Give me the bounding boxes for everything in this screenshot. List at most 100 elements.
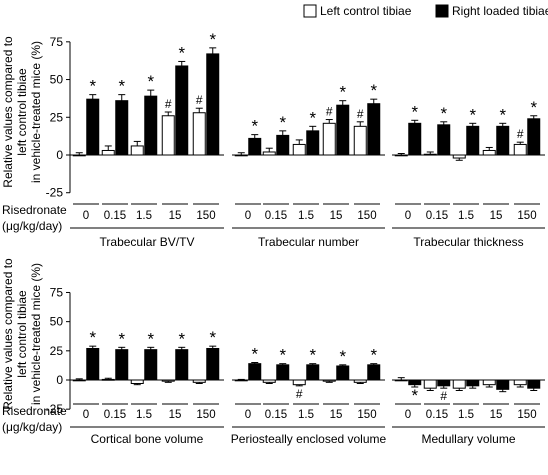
bar-left-control: [192, 379, 206, 383]
dose-label: 0: [245, 210, 251, 222]
panel-title: Cortical bone volume: [91, 432, 204, 446]
bar-left-control: [262, 379, 276, 383]
y-tick-label: 75: [50, 35, 64, 49]
bar-left-control: [161, 115, 175, 156]
bar-right-loaded: [144, 95, 158, 156]
bar-right-loaded: [336, 365, 350, 381]
dose-label: 0.15: [265, 409, 287, 421]
bar-left-control: [101, 149, 115, 156]
bar-left-control: [161, 379, 175, 382]
significance-star: *: [209, 328, 216, 347]
significance-hash: #: [326, 105, 333, 119]
bar-left-control: [130, 379, 144, 385]
y-tick-label: -25: [46, 186, 64, 200]
bar-right-loaded: [496, 125, 510, 156]
dose-label: 150: [357, 210, 376, 222]
bar-right-loaded: [336, 104, 350, 156]
bar-right-loaded: [276, 134, 290, 156]
significance-star: *: [251, 344, 258, 363]
legend-swatch-right-loaded: [435, 4, 449, 18]
bar-left-control: [292, 143, 306, 156]
bar-right-loaded: [248, 137, 262, 156]
legend-label-left-control: Left control tibiae: [320, 4, 412, 18]
dose-label: 0: [245, 409, 251, 421]
bar-left-control: [322, 379, 336, 382]
bar-right-loaded: [408, 379, 422, 386]
dose-label: 15: [169, 210, 182, 222]
y-tick-label: 75: [50, 285, 64, 299]
bar-left-control: [353, 125, 367, 156]
y-axis-title-line: left control tibiae: [15, 290, 29, 378]
y-tick-label: 25: [50, 110, 64, 124]
significance-star: *: [339, 83, 346, 102]
dose-label: 0: [405, 409, 411, 421]
bar-right-loaded: [306, 130, 320, 156]
bar-left-control: [353, 379, 367, 383]
bar-right-loaded: [86, 347, 100, 381]
significance-hash: #: [196, 93, 203, 107]
dose-label: 1.5: [458, 409, 474, 421]
significance-star: *: [440, 104, 447, 123]
dose-label: 15: [169, 409, 182, 421]
panel-title: Medullary volume: [421, 432, 515, 446]
risedronate-title: Risedronate: [2, 404, 67, 418]
significance-star: *: [147, 72, 154, 91]
significance-star: *: [411, 102, 418, 121]
bar-right-loaded: [408, 122, 422, 156]
bar-left-control: [423, 153, 437, 156]
bar-right-loaded: [367, 103, 381, 156]
bar-left-control: [234, 154, 248, 157]
significance-hash: #: [296, 387, 303, 401]
dose-label: 150: [357, 409, 376, 421]
y-axis-title-line: Relative values compared to: [1, 258, 15, 410]
significance-star: *: [178, 43, 185, 62]
y-axis-title-line: in vehicle-treated mice (%): [29, 41, 43, 183]
bar-left-control: [482, 149, 496, 156]
significance-hash: #: [517, 127, 524, 141]
dose-label: 150: [196, 409, 215, 421]
bar-left-control: [452, 379, 466, 389]
significance-star: *: [499, 105, 506, 124]
significance-star: *: [279, 113, 286, 132]
panel-title: Trabecular BV/TV: [100, 235, 195, 249]
bar-right-loaded: [527, 379, 541, 389]
y-axis-title-bottom: Relative values compared to left control…: [1, 258, 43, 410]
bar-left-control: [262, 151, 276, 156]
bar-left-control: [130, 145, 144, 156]
bar-left-control: [234, 379, 248, 382]
bar-left-control: [513, 143, 527, 156]
significance-star: *: [178, 329, 185, 348]
plots: -250255075*0*0.15*1.5#*15#*150Trabecular…: [46, 30, 545, 446]
y-tick-label: 0: [56, 148, 63, 162]
bar-right-loaded: [115, 349, 129, 381]
dose-label: 0: [83, 409, 89, 421]
chart-panel: -25 0 25 50 75 * 0 * 0.15 * 1.5 * 15 * 150 Cortical bon…: [46, 285, 224, 446]
bar-left-control: [513, 379, 527, 386]
bar-right-loaded: [115, 100, 129, 156]
legend: Left control tibiae Right loaded tibiae: [303, 4, 548, 18]
dose-label: 1.5: [136, 210, 152, 222]
y-tick-label: 25: [50, 344, 64, 358]
bar-left-control: [394, 154, 408, 157]
bar-left-control: [394, 379, 408, 382]
bar-right-loaded: [248, 363, 262, 381]
bar-right-loaded: [527, 118, 541, 156]
panel-title: Periosteally enclosed volume: [231, 432, 387, 446]
dose-label: 150: [196, 210, 215, 222]
y-tick-label: -25: [46, 402, 64, 416]
significance-hash: #: [440, 389, 447, 403]
significance-star: *: [309, 346, 316, 365]
bar-left-control: [423, 379, 437, 389]
dose-label: 150: [517, 409, 536, 421]
dose-label: 0.15: [104, 409, 126, 421]
bar-left-control: [452, 154, 466, 159]
dose-label: 0: [83, 210, 89, 222]
legend-label-right-loaded: Right loaded tibiae: [452, 4, 548, 18]
y-tick-label: 50: [50, 73, 64, 87]
bar-right-loaded: [206, 347, 220, 381]
risedronate-unit: (μg/kg/day): [2, 219, 62, 233]
chart-panel: -25 0 25 50 75 * 0 * 0.15 * 1.5 # * 15 # * 150 Trabecular…: [46, 30, 224, 249]
bar-right-loaded: [437, 124, 451, 156]
dose-label: 150: [517, 210, 536, 222]
